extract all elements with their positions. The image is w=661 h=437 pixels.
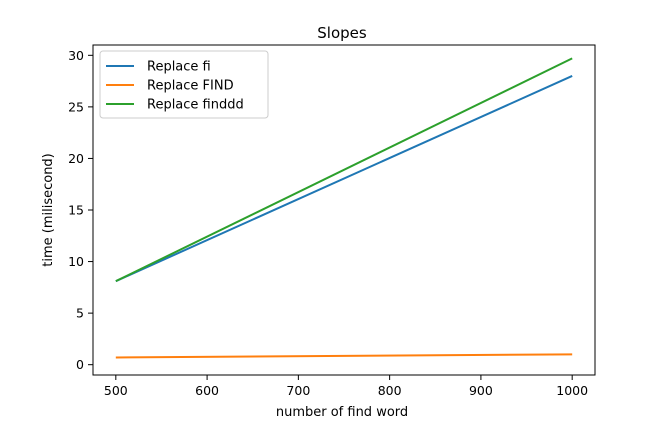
x-tick-label: 1000 [556,383,588,398]
x-axis-title: number of find word [276,405,408,420]
chart-title: Slopes [317,24,367,42]
y-tick-label: 30 [68,48,84,63]
y-axis: 0 5 10 15 20 25 30 [68,48,93,372]
x-tick-label: 700 [286,383,310,398]
x-tick-label: 900 [469,383,493,398]
x-tick-label: 600 [195,383,219,398]
y-tick-label: 0 [76,357,84,372]
series-line [115,57,573,283]
y-tick-label: 25 [68,99,84,114]
x-axis: 500 600 700 800 900 1000 [104,375,588,398]
series-line [115,353,573,359]
series-lines [115,57,573,359]
y-axis-title: time (milisecond) [41,153,56,267]
legend-label: Replace fi [147,60,211,75]
series-line [115,75,573,283]
legend-box [99,50,269,119]
x-tick-label: 500 [104,383,128,398]
x-tick-label: 800 [378,383,402,398]
y-tick-label: 15 [68,203,84,218]
y-tick-label: 10 [68,254,84,269]
y-tick-label: 5 [76,306,84,321]
legend-label: Replace FIND [147,79,234,94]
y-tick-label: 20 [68,151,84,166]
legend: Replace fi Replace FIND Replace finddd [99,50,269,119]
legend-label: Replace finddd [147,98,244,113]
